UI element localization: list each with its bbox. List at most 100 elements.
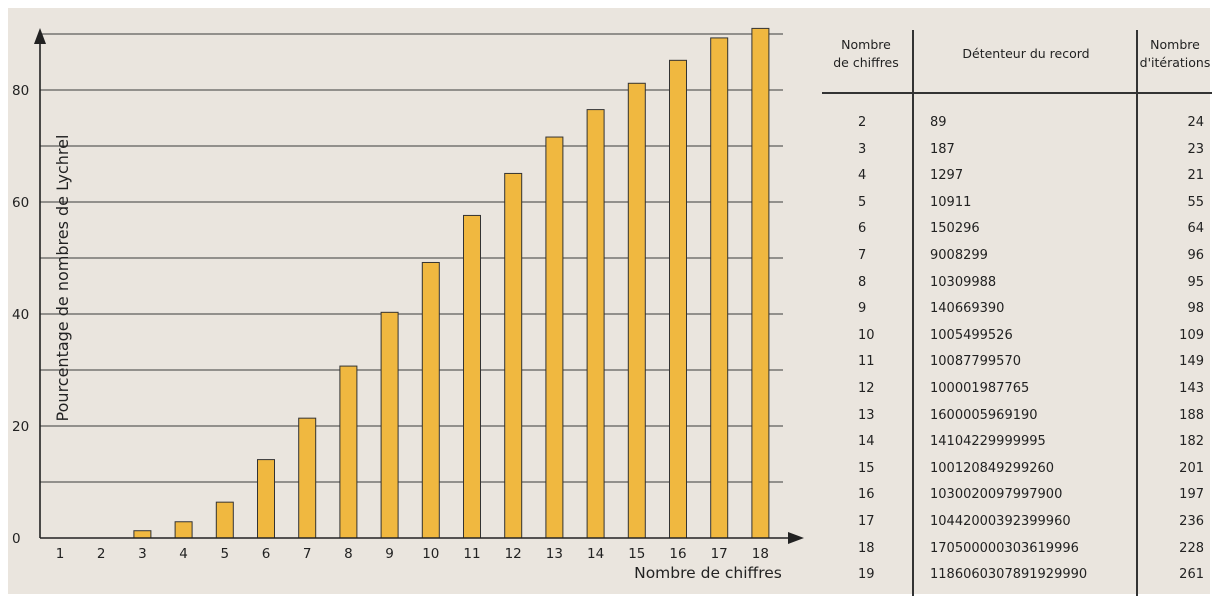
cell-digits: 17 [858,514,875,529]
bar [545,136,564,539]
cell-record-holder: 100120849299260 [930,460,1055,476]
bar [215,501,234,539]
cell-digits: 19 [858,567,875,583]
x-tick-label: 3 [138,546,147,562]
cell-iterations: 95 [1187,274,1204,290]
x-tick-labels: 1 2 3 4 5 6 7 8 9 10 11 12 13 14 15 16 17 18 [56,546,769,562]
bar [710,37,729,539]
cell-digits: 4 [858,168,867,184]
x-tick-label: 7 [303,546,312,562]
header-iterations: Nombre d'itérations [1134,36,1216,72]
cell-digits: 16 [858,487,875,503]
cell-record-holder: 170500000303619996 [930,540,1079,556]
x-tick-label: 8 [344,546,353,562]
x-tick-label: 4 [179,546,188,562]
bar [421,261,440,539]
x-tick-label: 17 [711,546,728,562]
cell-record-holder: 187 [930,141,955,157]
cell-iterations: 182 [1179,434,1204,450]
x-tick-label: 1 [56,546,65,562]
cell-iterations: 23 [1187,141,1204,157]
y-tick-label: 40 [12,307,29,323]
cell-digits: 13 [858,407,875,423]
header-iterations-line2: d'itérations [1139,55,1211,70]
x-axis-arrow [788,532,804,544]
x-tick-label: 10 [422,546,439,562]
header-digits-line1: Nombre [841,37,891,52]
bar [586,109,605,539]
header-separator [822,92,1212,94]
x-tick-label: 18 [752,546,769,562]
header-holder: Détenteur du record [962,46,1090,61]
bar [463,214,481,539]
cell-iterations: 21 [1187,168,1204,184]
y-tick-label: 0 [12,531,21,547]
cell-iterations: 96 [1187,248,1204,263]
header-iterations-line1: Nombre [1150,37,1200,52]
cell-iterations: 149 [1179,354,1204,370]
x-tick-label: 9 [385,546,394,562]
x-tick-label: 15 [628,546,645,562]
y-axis-label: Pourcentage de nombres de Lychrel [53,135,72,422]
cell-record-holder: 10087799570 [930,354,1021,370]
cell-record-holder: 1030020097997900 [930,487,1063,503]
x-tick-label: 13 [546,546,563,562]
cell-record-holder: 1600005969190 [930,407,1038,423]
cell-iterations: 188 [1179,407,1204,423]
cell-iterations: 228 [1179,540,1204,556]
cell-iterations: 143 [1179,381,1204,396]
column-divider-2 [1136,30,1138,596]
cell-iterations: 64 [1187,221,1204,237]
x-tick-label: 6 [262,546,271,562]
cell-iterations: 197 [1179,487,1204,503]
cell-record-holder: 10911 [930,194,972,210]
y-tick-label: 20 [12,419,29,435]
cell-record-holder: 89 [930,115,947,130]
x-tick-label: 5 [221,546,230,562]
cell-iterations: 236 [1179,514,1204,529]
cell-digits: 5 [858,194,867,210]
cell-digits: 11 [858,354,875,370]
header-digits: Nombre de chiffres [822,36,910,72]
bar [751,27,770,539]
bar [669,59,687,539]
cell-record-holder: 9008299 [930,248,988,263]
x-tick-label: 11 [463,546,480,562]
cell-record-holder: 10309988 [930,274,997,290]
x-tick-label: 2 [97,546,106,562]
cell-iterations: 201 [1179,460,1204,476]
cell-digits: 10 [858,327,875,343]
bar [133,530,152,539]
cell-digits: 7 [858,248,867,263]
cell-iterations: 98 [1187,301,1204,317]
grid-lines [40,33,783,483]
cell-digits: 9 [858,301,867,317]
cell-digits: 3 [858,141,867,157]
cell-iterations: 24 [1187,115,1204,130]
record-table: Nombre de chiffres Détenteur du record N… [822,30,1212,596]
y-tick-label: 80 [12,83,29,99]
bar [504,172,523,539]
bar [339,365,358,539]
cell-digits: 2 [858,115,867,130]
bar [380,311,399,539]
bars [133,27,770,539]
axes [34,28,804,544]
x-tick-label: 16 [669,546,686,562]
cell-digits: 6 [858,221,867,237]
column-divider-1 [912,30,914,596]
x-tick-label: 12 [505,546,522,562]
figure-panel: 0 20 40 60 80 1 2 3 4 5 6 7 8 9 10 11 12 13 14 15 16 17 18 Po… [8,8,1212,596]
y-axis-arrow [34,28,46,44]
cell-record-holder: 1005499526 [930,327,1013,343]
cell-iterations: 261 [1179,567,1204,583]
cell-iterations: 55 [1187,194,1204,210]
bar [174,521,193,539]
cell-digits: 12 [858,381,875,396]
header-digits-line2: de chiffres [833,55,899,70]
cell-digits: 15 [858,460,875,476]
x-tick-label: 14 [587,546,604,562]
bar [627,82,646,539]
cell-iterations: 109 [1179,327,1204,343]
